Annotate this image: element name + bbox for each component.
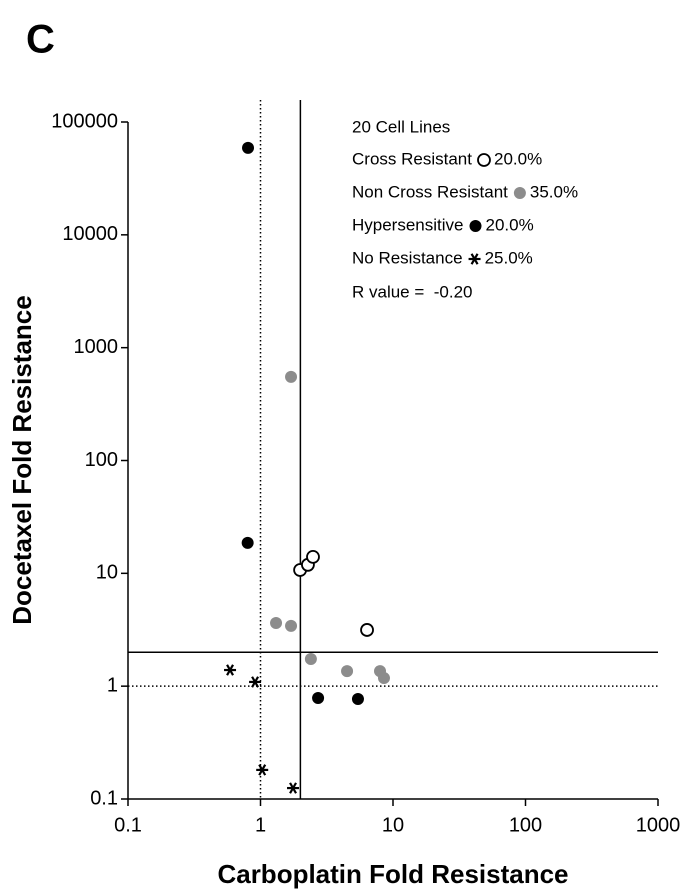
point — [285, 370, 298, 383]
legend-label: No Resistance — [352, 248, 463, 267]
x-tick-label: 1000 — [636, 814, 681, 836]
x-tick-label: 100 — [509, 814, 542, 836]
y-tick-label: 100000 — [51, 110, 118, 132]
asterisk-stroke — [470, 253, 479, 265]
legend-marker — [469, 220, 482, 232]
legend-marker — [477, 153, 491, 167]
asterisk-stroke — [251, 676, 260, 688]
y-tick-label: 1000 — [74, 336, 119, 358]
point — [270, 616, 283, 629]
point — [285, 619, 298, 632]
legend-label: Non Cross Resistant — [352, 182, 508, 201]
point — [224, 664, 237, 676]
legend-label: Hypersensitive — [352, 215, 464, 234]
x-axis-title: Carboplatin Fold Resistance — [217, 859, 568, 889]
x-tick-label: 10 — [382, 814, 404, 836]
point — [241, 536, 254, 549]
legend-share: 25.0% — [485, 248, 533, 267]
legend-share: 20.0% — [494, 149, 542, 168]
point — [341, 665, 354, 678]
asterisk-stroke — [258, 764, 267, 776]
point — [351, 692, 364, 705]
y-tick-label: 100 — [85, 449, 118, 471]
y-tick-label: 0.1 — [90, 787, 118, 809]
point — [360, 623, 374, 637]
panel-label: C — [26, 18, 55, 62]
y-tick-label: 1 — [107, 674, 118, 696]
y-tick-label: 10000 — [62, 223, 118, 245]
point — [242, 141, 255, 154]
point — [287, 782, 300, 794]
point — [312, 692, 325, 705]
asterisk-stroke — [226, 664, 234, 676]
x-tick-label: 0.1 — [114, 814, 142, 836]
legend-marker — [513, 187, 526, 199]
legend-share: 35.0% — [530, 182, 578, 201]
x-tick-label: 1 — [255, 814, 266, 836]
asterisk-stroke — [289, 782, 297, 794]
y-tick-label: 10 — [96, 562, 118, 584]
legend-share: 20.0% — [486, 215, 534, 234]
point — [249, 676, 262, 688]
point — [377, 672, 390, 685]
legend-marker — [468, 253, 481, 265]
y-axis-title: Docetaxel Fold Resistance — [7, 295, 37, 624]
point — [304, 653, 317, 666]
point — [306, 549, 320, 564]
legend-label: Cross Resistant — [352, 149, 472, 168]
legend-title: 20 Cell Lines — [352, 117, 450, 136]
annotation: R value = -0.20 — [352, 282, 473, 301]
point — [256, 764, 269, 776]
